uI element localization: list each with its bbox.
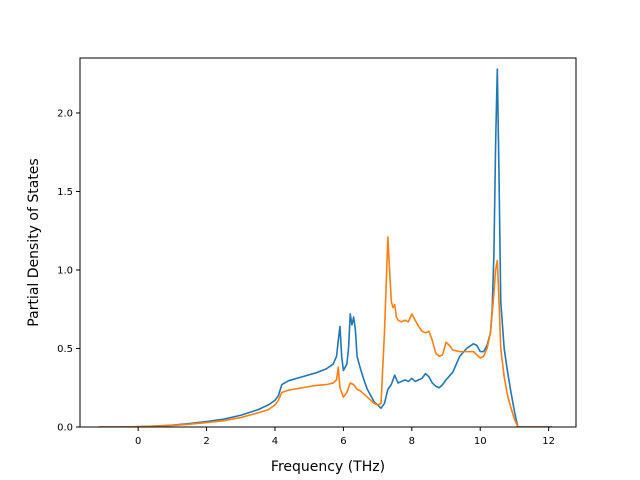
x-tick-label: 2	[203, 436, 209, 447]
x-tick-label: 10	[474, 436, 487, 447]
y-axis-ticks: 0.0 0.5 1.0 1.5 2.0	[57, 108, 80, 434]
x-tick-label: 0	[135, 436, 141, 447]
x-tick-label: 4	[272, 436, 278, 447]
y-tick-label: 0.5	[57, 344, 73, 355]
series-line-1	[98, 68, 553, 427]
y-tick-label: 1.5	[57, 187, 73, 198]
x-axis-label: Frequency (THz)	[271, 459, 385, 475]
y-axis-label: Partial Density of States	[26, 158, 42, 326]
series-line-2	[98, 236, 553, 427]
y-tick-label: 0.0	[57, 423, 73, 434]
x-tick-label: 12	[542, 436, 555, 447]
y-tick-label: 1.0	[57, 265, 73, 276]
x-tick-label: 6	[340, 436, 346, 447]
axes-frame	[79, 57, 577, 428]
x-axis-ticks: 0 2 4 6 8 10 12	[135, 427, 555, 447]
y-tick-label: 2.0	[57, 108, 73, 119]
series-layer	[98, 68, 553, 427]
x-tick-label: 8	[409, 436, 415, 447]
